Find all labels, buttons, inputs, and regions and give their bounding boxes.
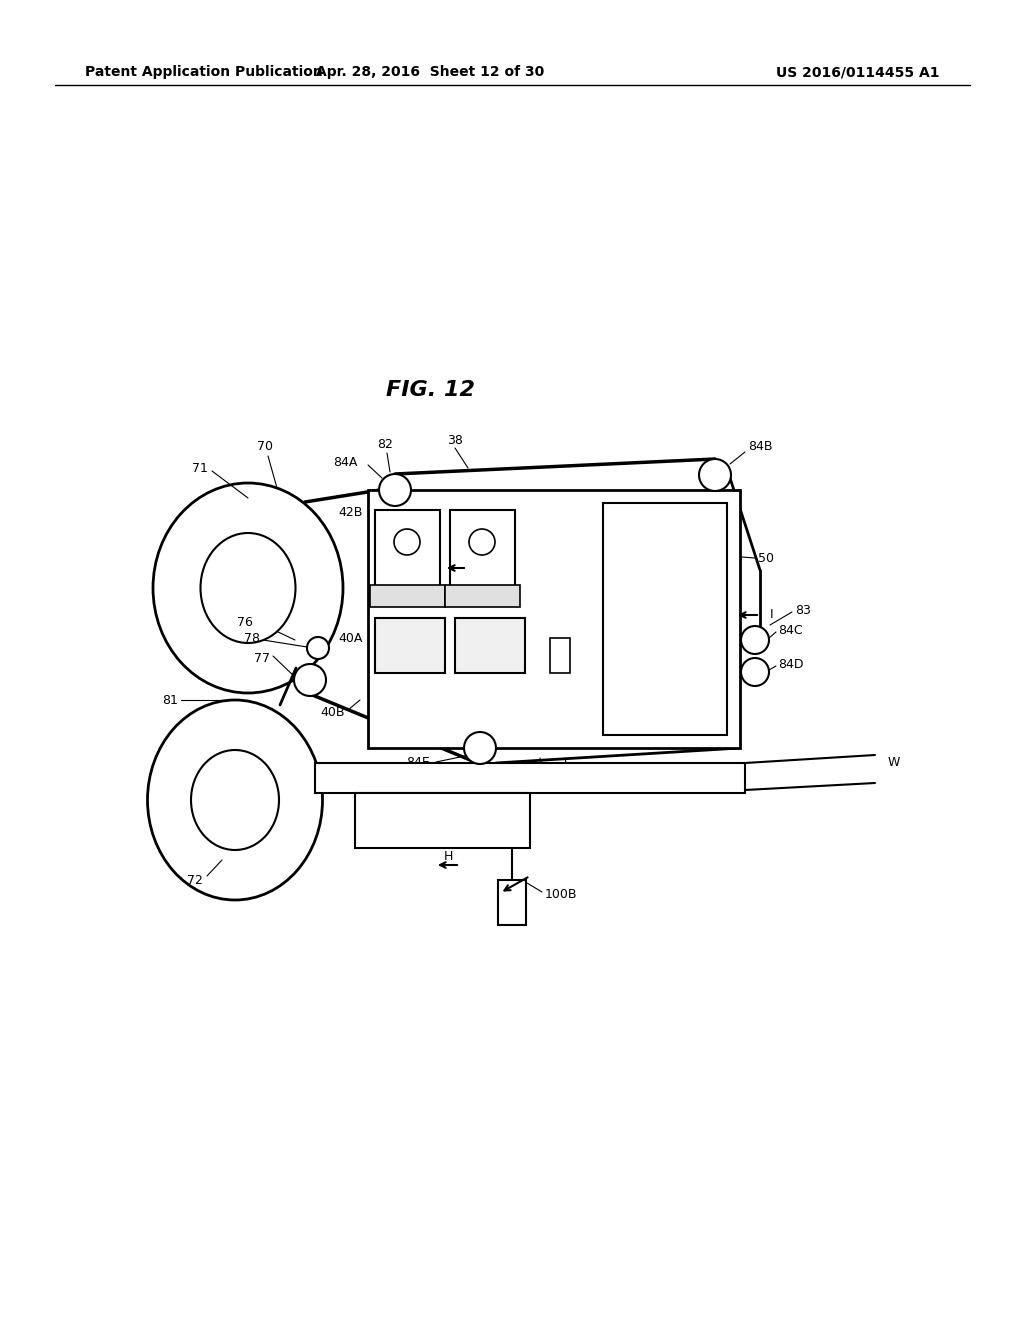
Text: H: H: [473, 556, 482, 569]
Ellipse shape: [153, 483, 343, 693]
Text: 77: 77: [254, 652, 270, 664]
Text: Apr. 28, 2016  Sheet 12 of 30: Apr. 28, 2016 Sheet 12 of 30: [315, 65, 544, 79]
Circle shape: [307, 638, 329, 659]
Text: 78: 78: [244, 631, 260, 644]
Bar: [445, 585, 520, 607]
Bar: [315, 763, 745, 793]
Text: 27: 27: [536, 768, 551, 781]
Ellipse shape: [191, 750, 279, 850]
Circle shape: [741, 657, 769, 686]
Text: 84D: 84D: [778, 659, 804, 672]
Text: 84B: 84B: [748, 440, 772, 453]
Circle shape: [469, 529, 495, 554]
Circle shape: [699, 459, 731, 491]
Circle shape: [394, 529, 420, 554]
Bar: [355, 793, 530, 847]
Bar: [368, 490, 740, 748]
Text: 40A: 40A: [339, 631, 362, 644]
Circle shape: [741, 626, 769, 653]
Text: 71: 71: [193, 462, 208, 474]
Ellipse shape: [201, 533, 296, 643]
Text: 72: 72: [187, 874, 203, 887]
Text: 100A: 100A: [463, 634, 496, 647]
Bar: [498, 880, 526, 925]
Circle shape: [379, 474, 411, 506]
Circle shape: [294, 664, 326, 696]
Text: 42B: 42B: [339, 507, 362, 520]
Text: 41A: 41A: [585, 549, 609, 561]
Text: FIG. 12: FIG. 12: [385, 380, 474, 400]
Text: 70: 70: [257, 441, 273, 454]
Text: W: W: [888, 755, 900, 768]
Bar: [375, 510, 440, 590]
Bar: [370, 585, 445, 607]
Text: 38: 38: [447, 433, 463, 446]
Bar: [603, 503, 727, 735]
Bar: [550, 638, 570, 673]
Text: 50: 50: [758, 552, 774, 565]
Text: 100: 100: [620, 784, 644, 796]
Text: 83: 83: [795, 603, 811, 616]
Text: 51: 51: [567, 771, 583, 784]
Text: US 2016/0114455 A1: US 2016/0114455 A1: [776, 65, 940, 79]
Bar: [375, 618, 445, 673]
Bar: [450, 510, 515, 590]
Text: 82: 82: [377, 438, 393, 451]
Text: 84E: 84E: [407, 756, 430, 770]
Bar: [455, 618, 525, 673]
Text: 100B: 100B: [545, 888, 578, 902]
Text: 42A: 42A: [530, 507, 554, 520]
Text: 76: 76: [238, 615, 253, 628]
Ellipse shape: [147, 700, 323, 900]
Text: 84C: 84C: [778, 623, 803, 636]
Text: 40B: 40B: [321, 705, 345, 718]
Text: I: I: [770, 609, 773, 622]
Text: Patent Application Publication: Patent Application Publication: [85, 65, 323, 79]
Text: 81: 81: [162, 693, 178, 706]
Text: 84A: 84A: [333, 457, 357, 470]
Text: H: H: [443, 850, 453, 863]
Circle shape: [464, 733, 496, 764]
